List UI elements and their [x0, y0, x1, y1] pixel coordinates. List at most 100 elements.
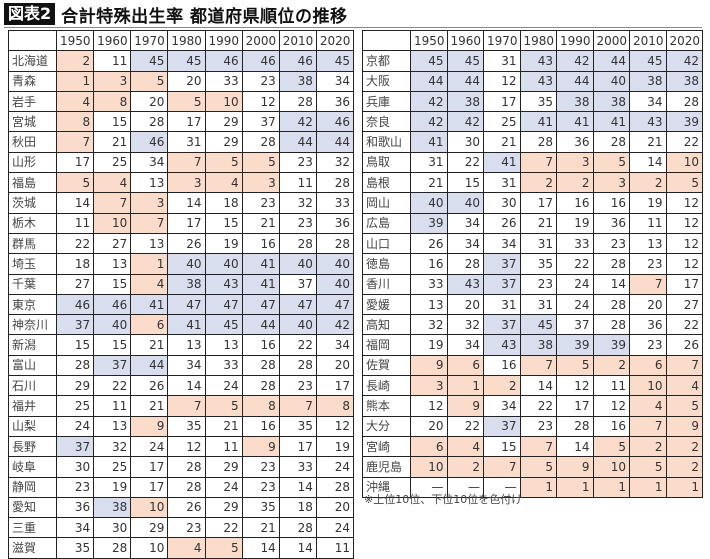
- rank-cell: 2: [629, 172, 667, 194]
- rank-cell: 10: [93, 212, 132, 234]
- rank-cell: 11: [93, 395, 132, 417]
- rank-cell: 41: [410, 131, 448, 153]
- table-row: 福井 25 11 21 7 5 8 7 8: [8, 395, 355, 417]
- rank-cell: 22: [93, 375, 132, 397]
- rank-cell: 39: [410, 212, 448, 234]
- rank-cell: 14: [629, 151, 667, 174]
- table-row: 鳥取 31 22 41 7 3 5 14 10: [362, 151, 703, 174]
- rank-cell: 39: [556, 334, 594, 356]
- rank-cell: 6: [410, 435, 448, 458]
- rank-cell: 41: [483, 151, 521, 174]
- rank-cell: 14: [519, 375, 557, 397]
- rank-cell: 38: [519, 334, 557, 356]
- prefecture-name: 広島: [362, 212, 411, 234]
- rank-cell: 13: [93, 415, 132, 437]
- prefecture-name: 岩手: [8, 90, 57, 113]
- rank-cell: 4: [665, 375, 703, 397]
- table-row: 宮城 8 15 28 17 29 37 42 46: [8, 111, 355, 133]
- rank-cell: 14: [167, 192, 206, 214]
- rank-cell: 18: [278, 496, 317, 519]
- rank-cell: 45: [519, 314, 557, 336]
- rank-cell: 28: [592, 293, 630, 316]
- rank-cell: 31: [519, 232, 557, 255]
- rank-cell: 34: [446, 212, 484, 234]
- table-row: 大分 20 22 37 23 28 16 7 9: [362, 415, 703, 437]
- rank-cell: 41: [592, 111, 630, 133]
- rank-cell: 12: [483, 70, 521, 92]
- rank-cell: 32: [446, 314, 484, 336]
- rank-cell: 18: [204, 192, 243, 214]
- rank-cell: 23: [241, 192, 280, 214]
- rank-cell: 14: [278, 537, 317, 559]
- table-row: 群馬 22 27 13 26 19 16 28 28: [8, 232, 355, 255]
- table-row: 新潟 15 15 21 13 13 16 22 34: [8, 334, 355, 356]
- table-row: 福岡 19 34 43 38 39 39 23 26: [362, 334, 703, 356]
- year-header: 2000: [241, 29, 280, 52]
- prefecture-name: 山形: [8, 151, 57, 174]
- rank-cell: 36: [629, 314, 667, 336]
- year-header: 1950: [410, 29, 448, 52]
- rank-cell: 44: [278, 131, 317, 153]
- rank-cell: 45: [204, 314, 243, 336]
- rank-cell: 11: [204, 435, 243, 458]
- year-header: 1950: [55, 29, 95, 52]
- rank-cell: 24: [204, 476, 243, 498]
- rank-cell: 22: [204, 517, 243, 539]
- rank-cell: 31: [483, 293, 521, 316]
- rank-cell: 7: [519, 354, 557, 377]
- table-row: 神奈川 37 40 6 41 45 44 40 42: [8, 314, 355, 336]
- rank-cell: 7: [167, 151, 206, 174]
- table-row: 香川 33 43 37 23 24 14 7 17: [362, 273, 703, 295]
- rank-cell: 35: [167, 415, 206, 437]
- rank-cell: 23: [241, 70, 280, 92]
- rank-cell: 7: [278, 395, 317, 417]
- rank-cell: 27: [55, 273, 95, 295]
- rank-cell: 5: [665, 172, 703, 194]
- rank-cell: 14: [278, 476, 317, 498]
- rank-cell: 41: [519, 111, 557, 133]
- year-header: 2020: [315, 29, 355, 52]
- rank-cell: 18: [55, 253, 95, 275]
- rank-cell: 1: [130, 253, 169, 275]
- rank-cell: 28: [93, 537, 132, 559]
- rank-cell: 17: [483, 90, 521, 113]
- rank-cell: 40: [315, 253, 355, 275]
- rank-cell: 47: [167, 293, 206, 316]
- rank-cell: 20: [629, 293, 667, 316]
- rank-cell: 15: [93, 111, 132, 133]
- prefecture-name: 沖縄: [362, 476, 411, 498]
- table-row: 岡山 40 40 30 17 16 16 19 12: [362, 192, 703, 214]
- rank-cell: 20: [130, 90, 169, 113]
- table-row: 愛知 36 38 10 26 29 35 18 20: [8, 496, 355, 519]
- rank-cell: 12: [592, 395, 630, 417]
- rank-cell: 6: [446, 354, 484, 377]
- rank-cell: 23: [629, 253, 667, 275]
- rank-cell: 5: [241, 151, 280, 174]
- rank-cell: 6: [629, 354, 667, 377]
- rank-cell: 37: [483, 314, 521, 336]
- rank-cell: 23: [167, 517, 206, 539]
- rank-cell: 21: [93, 131, 132, 153]
- rank-cell: 11: [629, 212, 667, 234]
- rank-cell: 42: [665, 50, 703, 72]
- rank-cell: 23: [278, 375, 317, 397]
- rank-cell: 20: [446, 293, 484, 316]
- rank-cell: 42: [446, 111, 484, 133]
- rank-cell: 28: [241, 375, 280, 397]
- rank-cell: 40: [278, 253, 317, 275]
- rank-cell: 7: [483, 456, 521, 478]
- rank-cell: 1: [556, 476, 594, 498]
- rank-cell: 28: [446, 253, 484, 275]
- rank-cell: 11: [315, 537, 355, 559]
- rank-cell: 17: [519, 192, 557, 214]
- rank-cell: 33: [204, 70, 243, 92]
- rank-cell: 41: [556, 111, 594, 133]
- rank-cell: 24: [55, 415, 95, 437]
- prefecture-name: 長崎: [362, 375, 411, 397]
- rank-cell: 35: [519, 90, 557, 113]
- rank-cell: 14: [556, 435, 594, 458]
- rank-cell: 43: [483, 334, 521, 356]
- prefecture-name: 東京: [8, 293, 57, 316]
- rank-cell: 5: [204, 395, 243, 417]
- rank-cell: 9: [410, 354, 448, 377]
